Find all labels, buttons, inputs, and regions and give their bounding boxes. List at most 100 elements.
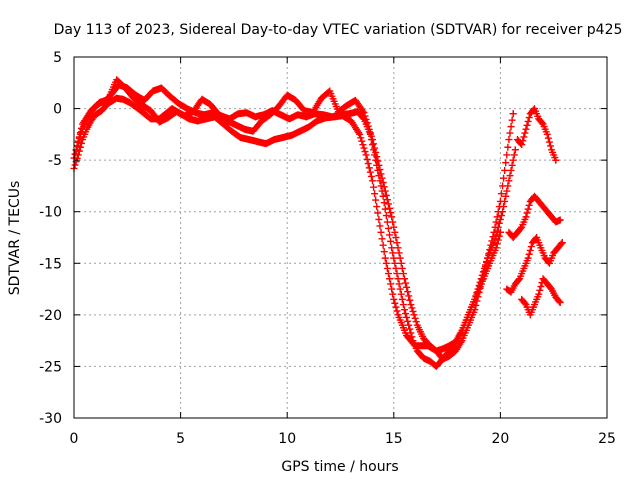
data-point (405, 292, 413, 300)
data-point (367, 172, 375, 180)
data-point (77, 124, 85, 132)
data-point (357, 134, 365, 142)
data-point (493, 227, 501, 235)
data-point (392, 234, 400, 241)
data-point (497, 190, 505, 198)
data-point (398, 295, 406, 303)
data-point (518, 141, 526, 149)
data-point (397, 290, 405, 298)
data-point (495, 219, 503, 227)
data-point (366, 129, 374, 137)
data-point (508, 116, 516, 124)
data-point (368, 136, 376, 144)
data-point (485, 250, 493, 258)
data-point (521, 299, 529, 307)
data-point (491, 223, 499, 231)
data-point (376, 166, 384, 174)
data-point (389, 218, 397, 226)
data-point (478, 276, 486, 284)
data-point (509, 156, 517, 164)
data-point (373, 203, 381, 211)
data-point (510, 151, 518, 159)
data-point (375, 215, 383, 223)
data-point (495, 232, 503, 240)
data-point (356, 130, 364, 138)
data-point (535, 290, 543, 298)
data-point (481, 263, 489, 271)
data-point (522, 213, 530, 221)
data-point (471, 306, 479, 314)
data-point (399, 301, 407, 309)
data-point (403, 313, 411, 321)
data-point (362, 115, 370, 123)
data-point (475, 289, 483, 297)
data-point (390, 254, 398, 262)
data-point (472, 301, 480, 309)
data-point (517, 224, 525, 232)
data-point (556, 298, 564, 306)
data-point (76, 129, 84, 137)
data-point (75, 133, 83, 141)
data-point (71, 150, 79, 158)
series-track-5 (505, 192, 564, 241)
data-point (494, 236, 502, 244)
data-point (497, 212, 505, 220)
data-point (526, 246, 534, 254)
x-tick-label: 15 (385, 431, 403, 447)
data-point (404, 288, 412, 296)
data-point (502, 159, 510, 167)
data-point (387, 237, 395, 245)
y-tick-labels: 5 0 -5 -10 -15 -20 -25 -30 (39, 50, 62, 427)
data-point (362, 151, 370, 159)
data-point (393, 270, 401, 278)
data-point (75, 147, 83, 155)
data-point (494, 208, 502, 216)
data-point (545, 138, 553, 146)
data-point (74, 137, 82, 145)
data-point (412, 318, 420, 326)
data-point (359, 141, 367, 149)
x-tick-label: 10 (278, 431, 296, 447)
data-point (377, 170, 385, 178)
data-point (477, 280, 485, 288)
data-point (505, 177, 513, 185)
data-point (407, 329, 415, 337)
series-track-7 (513, 105, 560, 164)
data-point (404, 317, 412, 325)
data-point (524, 205, 532, 213)
data-point (524, 117, 532, 125)
data-point (507, 123, 515, 131)
data-point (364, 122, 372, 130)
data-point (520, 133, 528, 141)
data-point (499, 182, 507, 190)
data-point (473, 297, 481, 305)
x-tick-label: 25 (598, 431, 616, 447)
data-point (523, 121, 531, 129)
data-point (399, 270, 407, 278)
data-point (496, 197, 504, 205)
data-point (368, 177, 376, 185)
data-point (555, 297, 563, 305)
data-point (391, 228, 399, 236)
plot-frame (73, 56, 608, 419)
data-point (408, 304, 416, 312)
data-point (525, 201, 533, 209)
data-point (402, 279, 410, 287)
series-track-4 (503, 234, 566, 296)
data-point (390, 223, 398, 231)
data-point (489, 233, 497, 241)
data-point (374, 157, 382, 165)
data-point (488, 237, 496, 245)
data-point (403, 283, 411, 291)
y-tick-label: -20 (39, 308, 62, 324)
data-point (358, 137, 366, 145)
data-point (523, 209, 531, 217)
data-point (388, 213, 396, 221)
data-point (544, 134, 552, 142)
data-point (392, 264, 400, 272)
data-point (360, 109, 368, 117)
data-point (381, 254, 389, 262)
data-point (500, 174, 508, 182)
data-point (392, 303, 400, 311)
